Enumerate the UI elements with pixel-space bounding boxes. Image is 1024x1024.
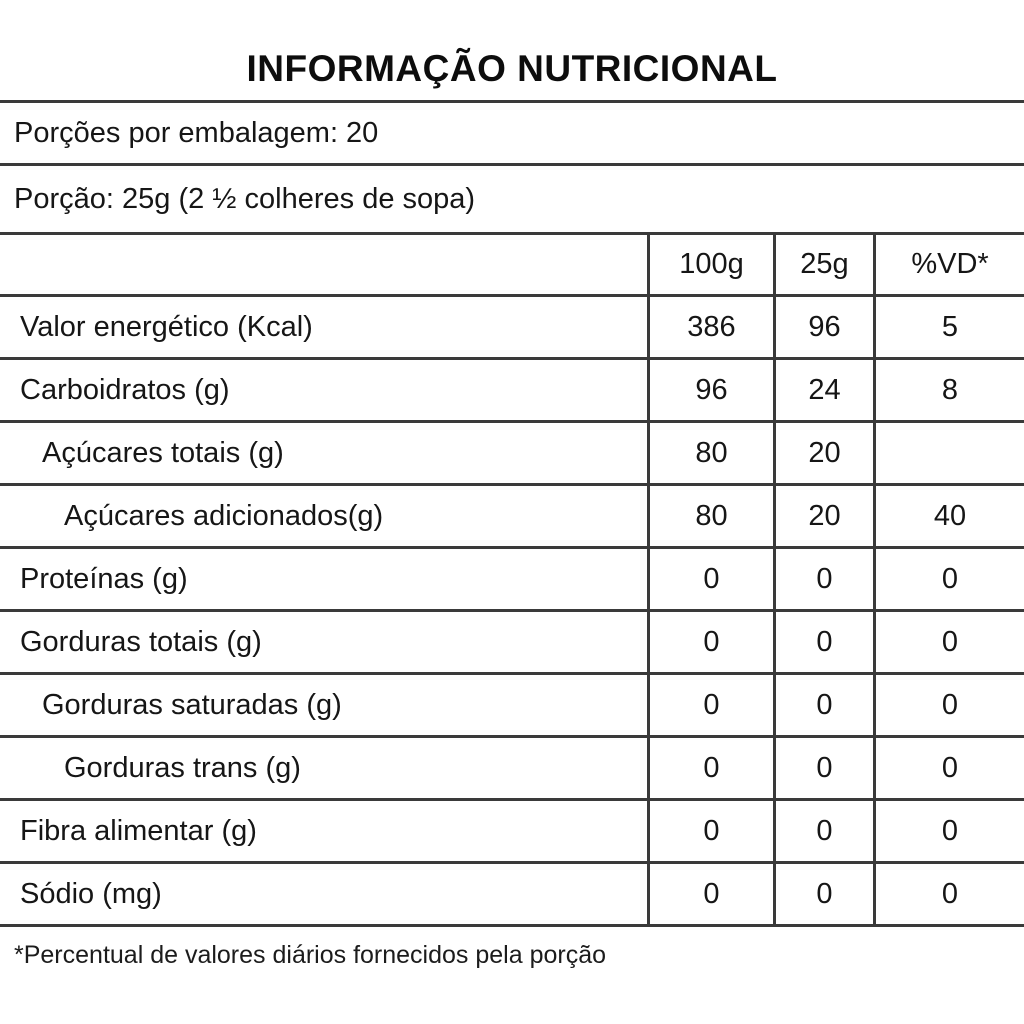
value-vd: 5: [873, 297, 1024, 357]
value-25g: 20: [773, 486, 873, 546]
row-label: Açúcares totais (g): [42, 436, 284, 469]
value-100g: 80: [647, 486, 773, 546]
nutrition-table: 100g 25g %VD* Valor energético (Kcal) 38…: [0, 232, 1024, 927]
col-header-vd: %VD*: [873, 235, 1024, 294]
value-vd: [873, 423, 1024, 483]
row-label: Fibra alimentar (g): [20, 814, 257, 847]
value-100g: 0: [647, 675, 773, 735]
value-100g: 0: [647, 801, 773, 861]
value-25g: 0: [773, 738, 873, 798]
col-header-100g: 100g: [647, 235, 773, 294]
row-label: Valor energético (Kcal): [20, 310, 313, 343]
servings-line: Porções por embalagem: 20: [0, 103, 1024, 166]
value-25g: 0: [773, 612, 873, 672]
value-vd: 0: [873, 864, 1024, 924]
row-label: Carboidratos (g): [20, 373, 230, 406]
row-label: Sódio (mg): [20, 877, 162, 910]
header-empty-cell: [0, 235, 647, 294]
value-25g: 96: [773, 297, 873, 357]
value-25g: 0: [773, 549, 873, 609]
table-row: Gorduras totais (g) 0 0 0: [0, 612, 1024, 675]
footnote-text: *Percentual de valores diários fornecido…: [14, 941, 607, 969]
footnote: *Percentual de valores diários fornecido…: [0, 927, 1024, 970]
servings-text: Porções por embalagem: 20: [14, 116, 379, 149]
value-25g: 0: [773, 801, 873, 861]
value-100g: 80: [647, 423, 773, 483]
value-100g: 96: [647, 360, 773, 420]
row-label: Gorduras saturadas (g): [42, 688, 342, 721]
row-label: Gorduras trans (g): [64, 751, 301, 784]
value-vd: 40: [873, 486, 1024, 546]
table-row: Açúcares totais (g) 80 20: [0, 423, 1024, 486]
value-100g: 0: [647, 864, 773, 924]
value-vd: 0: [873, 549, 1024, 609]
portion-line: Porção: 25g (2 ½ colheres de sopa): [0, 166, 1024, 232]
portion-text: Porção: 25g (2 ½ colheres de sopa): [14, 182, 476, 215]
value-25g: 24: [773, 360, 873, 420]
value-25g: 0: [773, 864, 873, 924]
row-label: Açúcares adicionados(g): [64, 499, 384, 532]
value-100g: 0: [647, 738, 773, 798]
value-vd: 0: [873, 675, 1024, 735]
row-label: Proteínas (g): [20, 562, 188, 595]
table-row: Fibra alimentar (g) 0 0 0: [0, 801, 1024, 864]
row-label: Gorduras totais (g): [20, 625, 262, 658]
value-25g: 0: [773, 675, 873, 735]
value-vd: 0: [873, 738, 1024, 798]
value-vd: 8: [873, 360, 1024, 420]
value-vd: 0: [873, 801, 1024, 861]
col-header-25g: 25g: [773, 235, 873, 294]
table-row: Valor energético (Kcal) 386 96 5: [0, 297, 1024, 360]
table-row: Açúcares adicionados(g) 80 20 40: [0, 486, 1024, 549]
table-row: Gorduras saturadas (g) 0 0 0: [0, 675, 1024, 738]
table-header-row: 100g 25g %VD*: [0, 235, 1024, 297]
value-100g: 0: [647, 612, 773, 672]
table-row: Carboidratos (g) 96 24 8: [0, 360, 1024, 423]
value-100g: 0: [647, 549, 773, 609]
page-title: INFORMAÇÃO NUTRICIONAL: [246, 48, 778, 89]
table-row: Gorduras trans (g) 0 0 0: [0, 738, 1024, 801]
value-vd: 0: [873, 612, 1024, 672]
title-band: INFORMAÇÃO NUTRICIONAL: [0, 0, 1024, 103]
table-row: Sódio (mg) 0 0 0: [0, 864, 1024, 927]
table-row: Proteínas (g) 0 0 0: [0, 549, 1024, 612]
value-25g: 20: [773, 423, 873, 483]
value-100g: 386: [647, 297, 773, 357]
